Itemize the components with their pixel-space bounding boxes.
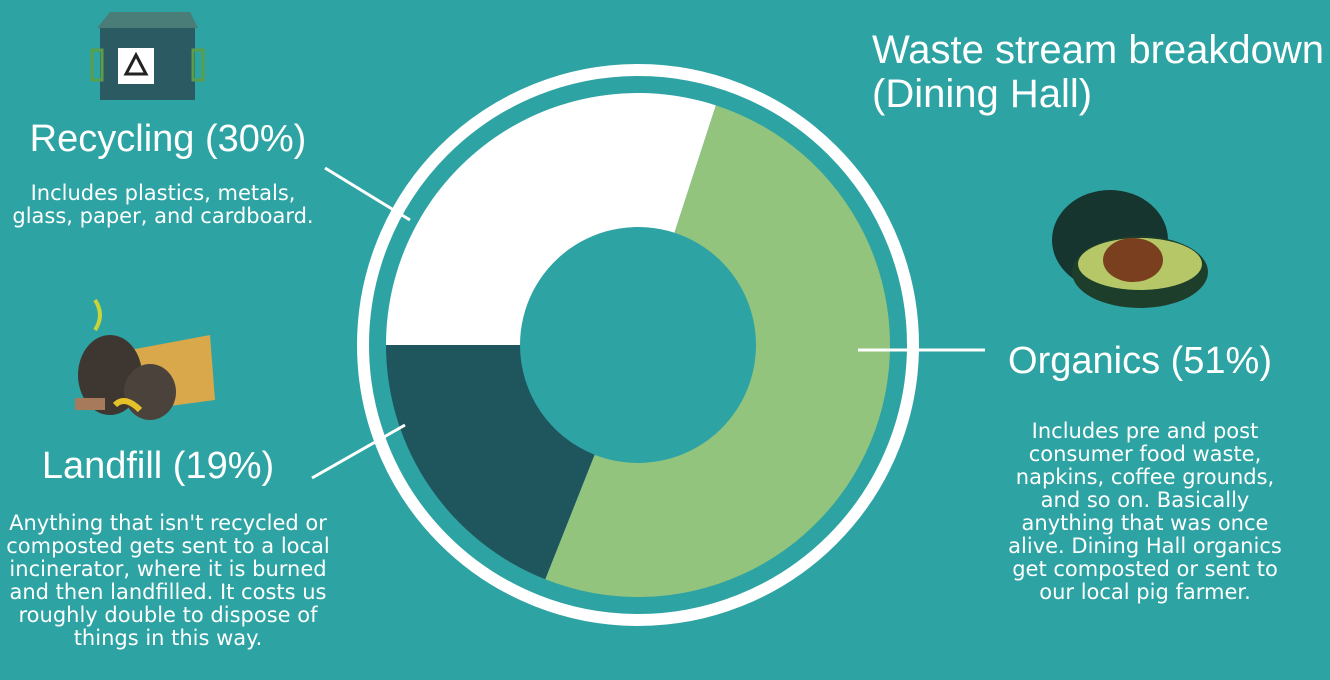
slice: [386, 93, 716, 345]
description: Includes pre and post consumer food wast…: [1008, 419, 1282, 604]
description: Anything that isn't recycled or composte…: [6, 511, 330, 650]
slice-label: Organics (51%): [1008, 340, 1272, 382]
slice: [386, 345, 595, 580]
trash-icon: [75, 298, 215, 420]
connector: [311, 423, 406, 480]
dumpster-icon: [90, 12, 205, 100]
description: Includes plastics, metals, glass, paper,…: [12, 181, 314, 228]
slice-label: Landfill (19%): [41, 445, 275, 487]
slice-label: Recycling (30%): [29, 118, 307, 160]
chart-title: Waste stream breakdown (Dining Hall): [872, 28, 1325, 116]
slice: [545, 105, 891, 598]
avocado-icon: [1052, 190, 1208, 308]
outer-ring: [357, 64, 919, 626]
slices: [386, 93, 891, 598]
connector: [324, 166, 411, 222]
